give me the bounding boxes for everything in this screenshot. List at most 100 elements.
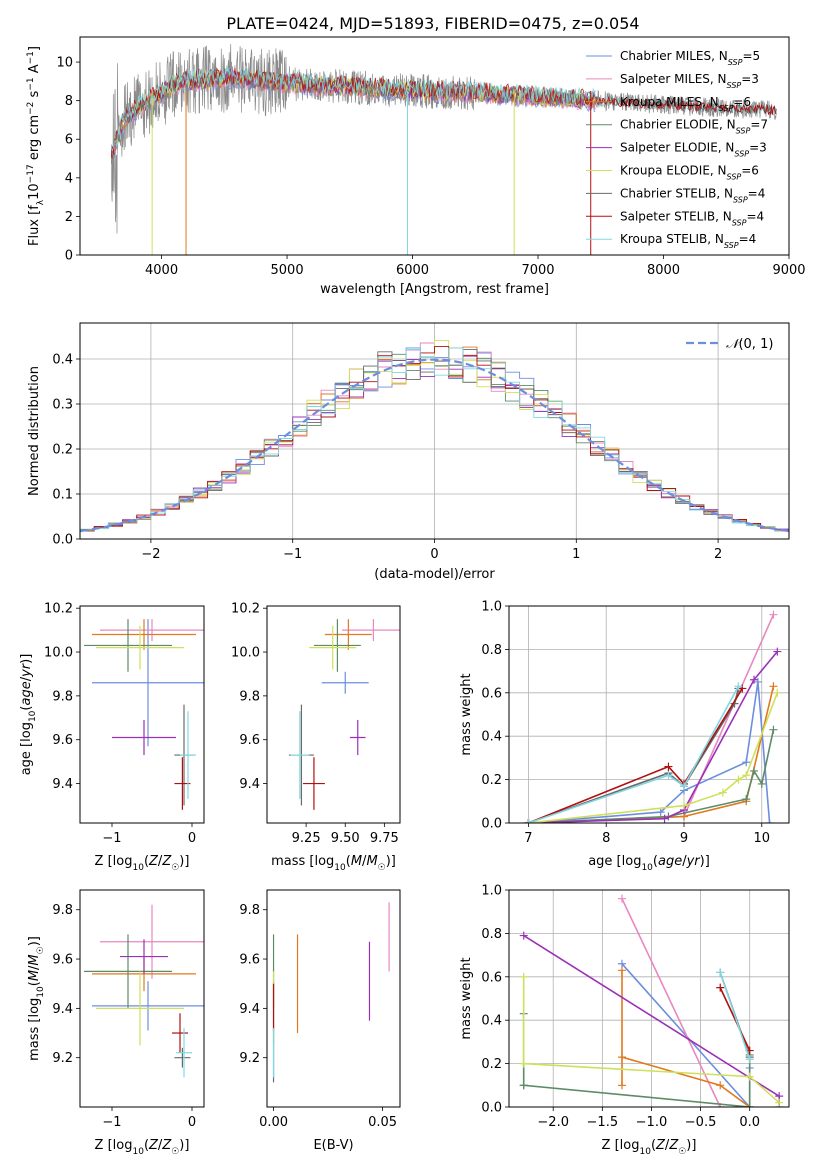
weight-marker [745,1055,754,1064]
y-tick-label: 9.4 [239,777,260,792]
model-spectrum-line [111,65,596,152]
y-tick-label: 0.0 [481,817,502,832]
panel-weights-vs-age: 7 8 9 10 0.0 0.2 0.4 0.6 0.8 1.0 age [log10(age/yr… [459,600,790,873]
y-tick-label: 0.4 [52,353,73,368]
weight-marker [750,766,758,775]
x-tick-label: −2.0 [537,1115,569,1130]
panel-age-vs-Z: −1 0 9.4 9.6 9.8 10.0 10.2 Z [log10(Z/Z☉)] age [… [19,602,205,873]
plot-area-age-vs-mass [288,619,400,810]
y-tick-label: 0.2 [481,1057,502,1072]
x-tick-label: 7 [524,831,532,846]
panel-spectrum: 4000 5000 6000 7000 8000 9000 0 2 4 6 8 10 Chabrier … [26,36,806,297]
weight-marker [750,675,758,684]
x-axis-label: Z [log10(Z/Z☉)] [602,1138,697,1157]
axes-frame [79,605,205,824]
legend-label: Chabrier STELIB, NSSP=4 [620,186,765,204]
y-tick-label: 9.4 [52,1002,73,1017]
weight-marker [769,725,778,734]
y-axis-label: Normed distribution [27,366,42,496]
weight-marker [775,1098,784,1107]
weight-marker [680,782,688,791]
spectrum-legend: Chabrier MILES, NSSP=5 Salpeter MILES, NS… [586,49,768,250]
axes-frame [79,889,205,1108]
grid-weights-vs-Z [509,889,789,1108]
legend-label: Kroupa STELIB, NSSP=4 [620,232,756,250]
x-tick-label: −2 [141,547,160,562]
y-tick-label: 10.0 [44,646,73,661]
weight-marker [664,771,673,780]
weight-marker [742,758,751,767]
x-tick-label: 0.05 [368,1115,397,1130]
weight-marker [660,814,669,823]
panel-age-vs-mass: 9.25 9.50 9.75 9.4 9.6 9.8 10.0 10.2 mass [log10… [231,602,401,873]
weight-line-kroupa-stelib [719,972,751,1060]
ticks-weights-vs-Z: −2.0 −1.5 −1.0 −0.5 0.0 0.0 0.2 0.4 0.6 0.8 1.0 [481,884,760,1131]
weight-marker [656,808,665,817]
weight-line-kroupa-elodie [528,692,779,823]
legend-label: Kroupa ELODIE, NSSP=6 [620,164,759,182]
x-tick-label: −0.5 [685,1115,717,1130]
weight-marker [742,795,751,804]
y-axis-label: mass [log10(M/M☉)] [27,936,46,1061]
x-tick-label: 2 [714,547,722,562]
weight-marker [769,610,778,619]
weight-marker [769,682,778,691]
x-axis-label: mass [log10(M/M☉)] [271,854,396,873]
y-tick-label: 4 [65,171,73,186]
x-tick-label: 9.50 [331,831,360,846]
y-axis-label: Flux [fλ10−17 erg cm−2 s−1 A−1] [26,46,46,246]
panel-weights-vs-Z: −2.0 −1.5 −1.0 −0.5 0.0 0.0 0.2 0.4 0.6 0.8 1.0 Z [… [459,884,790,1157]
x-tick-label: 10 [754,831,771,846]
x-tick-label: −1.5 [587,1115,619,1130]
weight-marker [519,972,528,981]
legend-label: Chabrier ELODIE, NSSP=7 [620,118,768,136]
y-tick-label: 0 [65,249,73,264]
histogram-series-kroupa-stelib [80,347,789,539]
y-tick-label: 9.8 [52,903,73,918]
weight-marker [519,1059,528,1068]
plot-area-mass-vs-ebv [272,902,390,1083]
y-tick-label: 9.8 [239,689,260,704]
y-tick-label: 9.6 [52,733,73,748]
y-tick-label: 10 [56,56,73,71]
y-tick-label: 1.0 [481,600,502,615]
y-tick-label: 0.6 [481,970,502,985]
plot-area-mass-vs-Z [84,904,204,1078]
weight-marker [734,775,743,784]
ticks-spectrum: 4000 5000 6000 7000 8000 9000 0 2 4 6 8 10 [56,56,805,278]
weight-line-kroupa-elodie [522,976,780,1104]
y-tick-label: 9.8 [239,903,260,918]
x-tick-label: 0.00 [259,1115,288,1130]
x-tick-label: 0 [188,831,196,846]
y-tick-label: 0.0 [52,533,73,548]
legend-label: Chabrier MILES, NSSP=5 [620,49,760,67]
x-tick-label: −1 [283,547,302,562]
legend-label: Salpeter MILES, NSSP=3 [620,72,759,90]
x-tick-label: 1 [572,547,580,562]
x-tick-label: 7000 [521,263,554,278]
axes-frame [508,889,790,1108]
y-tick-label: 9.8 [52,689,73,704]
legend-label: Kroupa MILES, NSSP=6 [620,95,751,113]
y-tick-label: 0.2 [481,773,502,788]
axes-frame [266,605,401,824]
weight-line-salpeter-elodie [528,651,778,823]
panel-residuals: −2 −1 0 1 2 0.0 0.1 0.2 0.3 0.4 𝒩(0, 1) (data-model… [27,322,790,582]
weight-marker [716,1081,725,1090]
model-spectrum-line [595,96,777,116]
y-axis-label: mass weight [459,673,474,755]
y-tick-label: 9.4 [52,777,73,792]
weight-marker [617,1053,626,1062]
legend-label: Salpeter STELIB, NSSP=4 [620,209,764,227]
normal-distribution-curve [80,358,789,533]
y-tick-label: 0.0 [481,1101,502,1116]
x-tick-label: −1 [102,1115,121,1130]
y-tick-label: 0.8 [481,927,502,942]
y-tick-label: 9.6 [239,953,260,968]
weight-line-chabrier-elodie [528,729,775,823]
weight-line-salpeter-stelib [719,987,751,1051]
y-tick-label: 9.2 [239,1051,260,1066]
weight-line-chabrier-stelib [528,688,740,823]
